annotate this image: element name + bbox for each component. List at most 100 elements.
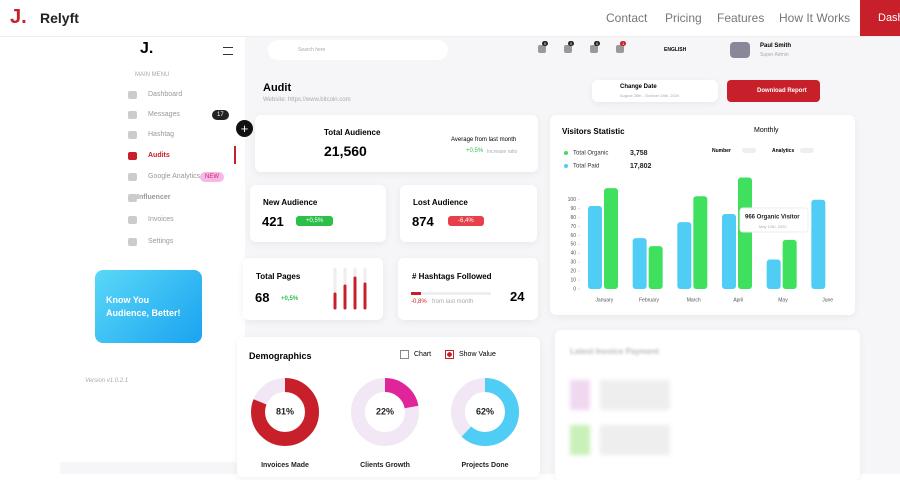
demographics-card (237, 337, 540, 477)
hashtags-card (398, 258, 538, 320)
nav-link[interactable]: Contact (606, 11, 648, 25)
y-tick-label: 10 (570, 277, 576, 283)
menu-icon (128, 216, 137, 224)
cta-button[interactable]: Dash (860, 0, 900, 36)
toggle[interactable] (800, 148, 814, 153)
checkbox[interactable] (400, 350, 409, 359)
progress-track (411, 292, 491, 295)
user-name: Paul Smith (760, 43, 792, 49)
notification-badge: 0 (568, 41, 575, 46)
option: Show Value (459, 351, 496, 358)
x-tick-label: January (595, 297, 613, 303)
menu-item[interactable]: Audits (148, 152, 170, 159)
menu-item[interactable]: Invoices (148, 216, 174, 223)
language[interactable]: ENGLISH (664, 47, 687, 53)
blurred-row (570, 380, 840, 410)
search-box[interactable] (268, 40, 448, 60)
legend-dot (564, 151, 568, 155)
menu-item[interactable]: Google Analytics (148, 173, 201, 180)
bar (693, 196, 708, 289)
menu-icon (128, 194, 137, 202)
total-pages-card (243, 258, 383, 320)
bar (588, 206, 602, 289)
donut-label: Invoices Made (261, 462, 309, 469)
nav-bar (0, 0, 900, 37)
date-range: August 28th - October 28th, 2020 (620, 93, 680, 98)
mini-bars (333, 267, 367, 310)
notification-icon[interactable] (590, 45, 598, 53)
notification-icon[interactable] (538, 45, 546, 53)
value: 68 (255, 290, 270, 305)
new-audience-card (250, 185, 386, 242)
label: Total Audience (324, 128, 381, 137)
date-picker[interactable] (592, 80, 718, 102)
new-badge: NEW (200, 172, 224, 182)
period[interactable]: Monthly (754, 127, 779, 134)
legend-total: 17,802 (630, 163, 652, 170)
y-tick-label: 30 (570, 260, 576, 266)
toggle-label: Number (712, 148, 731, 154)
lost-audience-card (400, 185, 537, 242)
nav-link[interactable]: Pricing (665, 11, 702, 25)
promo-card[interactable] (95, 270, 202, 343)
menu-icon (128, 111, 137, 119)
nav-link[interactable]: Features (717, 11, 765, 25)
menu-item[interactable]: Influencer (137, 194, 171, 201)
hamburger[interactable] (223, 47, 233, 55)
blurred-row (570, 425, 840, 455)
donut-arc (251, 378, 319, 446)
y-tick-label: 60 (570, 233, 576, 239)
donut-label: Clients Growth (360, 462, 410, 469)
x-tick-label: February (639, 297, 660, 303)
change: -0,8% (411, 299, 427, 305)
notification-badge: 1 (620, 41, 627, 46)
tooltip-title: 966 Organic Visitor (745, 215, 800, 221)
progress-fill (411, 292, 421, 295)
tooltip-box (739, 207, 809, 233)
toggle-label: Analytics (772, 148, 795, 154)
y-tick-label: 80 (570, 215, 576, 221)
download-button[interactable] (727, 80, 820, 102)
visitors-title: Visitors Statistic (562, 127, 625, 136)
menu-item[interactable]: Dashboard (148, 91, 183, 98)
search-placeholder: Search here (298, 47, 326, 53)
checkbox[interactable] (445, 350, 454, 359)
nav-link[interactable]: How It Works (779, 11, 851, 25)
bar (811, 199, 826, 289)
legend-label: Total Organic (573, 151, 608, 157)
menu-item[interactable]: Hashtag (148, 131, 175, 138)
demographics-title: Demographics (249, 351, 312, 361)
donut-label: Projects Done (461, 462, 508, 469)
toggle[interactable] (742, 148, 756, 153)
menu-icon (128, 152, 137, 160)
legend-total: 3,758 (630, 150, 648, 157)
bar (782, 239, 797, 289)
add-button[interactable]: + (236, 120, 253, 137)
menu-item[interactable]: Messages (148, 111, 180, 118)
y-tick-label: 70 (570, 224, 576, 230)
donut-value: 22% (376, 406, 394, 416)
version: Version v1.0.2.1 (85, 378, 129, 384)
change-note: Increase ratio (487, 149, 518, 155)
donut-arc (351, 378, 419, 446)
tooltip-date: May 12th, 2020 (759, 224, 787, 229)
messages-badge: 17 (212, 110, 229, 120)
bar (677, 222, 692, 289)
bar (632, 238, 647, 289)
y-tick-label: 100 (568, 197, 577, 203)
label: New Audience (263, 198, 318, 207)
bar (766, 259, 781, 289)
audit-website: Website: https://www.bitcoin.com (263, 97, 351, 103)
x-tick-label: March (687, 297, 701, 303)
notification-icon[interactable] (564, 45, 572, 53)
x-tick-label: June (822, 297, 833, 303)
change: +0,5% (281, 296, 299, 302)
legend-dot (564, 164, 568, 168)
bar (722, 214, 736, 289)
audit-title: Audit (263, 82, 292, 94)
menu-item[interactable]: Settings (148, 238, 174, 245)
notification-icon[interactable] (616, 45, 624, 53)
x-tick-label: April (733, 297, 743, 303)
